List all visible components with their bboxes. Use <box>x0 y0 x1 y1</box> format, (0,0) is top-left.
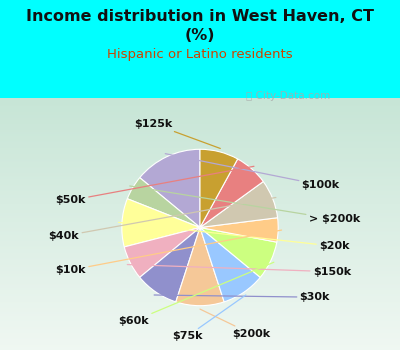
Text: $150k: $150k <box>127 265 351 277</box>
Wedge shape <box>200 182 278 228</box>
Text: $60k: $60k <box>118 262 274 326</box>
Wedge shape <box>127 178 200 228</box>
Text: $200k: $200k <box>200 309 270 339</box>
Text: $125k: $125k <box>134 119 220 148</box>
Wedge shape <box>200 228 260 302</box>
Text: Income distribution in West Haven, CT: Income distribution in West Haven, CT <box>26 9 374 24</box>
Text: Hispanic or Latino residents: Hispanic or Latino residents <box>107 48 293 61</box>
Text: $30k: $30k <box>154 292 330 302</box>
Wedge shape <box>140 149 200 228</box>
Text: $100k: $100k <box>165 154 340 190</box>
Wedge shape <box>200 159 263 228</box>
Text: > $200k: > $200k <box>130 186 360 224</box>
Text: $40k: $40k <box>49 197 276 241</box>
Wedge shape <box>124 228 200 277</box>
Text: $10k: $10k <box>56 230 282 275</box>
Wedge shape <box>140 228 200 302</box>
Wedge shape <box>122 199 200 247</box>
Text: ⓘ City-Data.com: ⓘ City-Data.com <box>246 91 330 101</box>
Text: $50k: $50k <box>56 166 254 205</box>
Text: $20k: $20k <box>118 222 350 251</box>
Text: $75k: $75k <box>172 295 246 341</box>
Wedge shape <box>176 228 224 306</box>
Wedge shape <box>200 149 238 228</box>
Text: (%): (%) <box>185 28 215 43</box>
Wedge shape <box>200 228 277 277</box>
Wedge shape <box>200 218 278 242</box>
